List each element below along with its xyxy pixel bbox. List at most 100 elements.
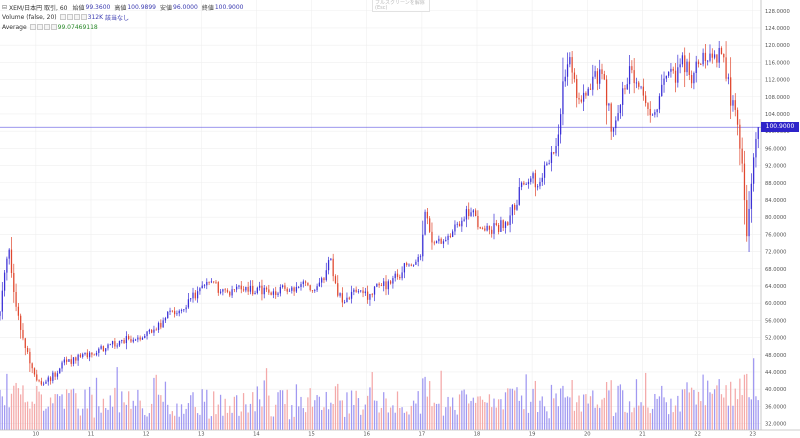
candle-body (378, 283, 380, 286)
candle-body (424, 211, 426, 235)
volume-bar (690, 387, 693, 430)
volume-bar (500, 399, 502, 430)
volume-bar (635, 379, 638, 430)
candle-body (615, 120, 617, 129)
volume-bar (631, 412, 633, 430)
volume-bar (550, 384, 553, 430)
candle-body (661, 84, 663, 97)
volume-bar (203, 401, 206, 430)
candle-body (500, 220, 502, 232)
volume-bar (350, 390, 353, 430)
volume-bar (410, 405, 412, 430)
volume-bar (415, 403, 417, 430)
volume-bar (718, 379, 720, 430)
candle-body (507, 222, 509, 225)
volume-bar (548, 418, 550, 430)
volume-bar (238, 415, 240, 430)
candle-body (716, 54, 718, 63)
volume-bar (532, 388, 534, 430)
collapse-icon[interactable]: ⊟ (2, 3, 8, 11)
price-tick-label: 76.0000 (765, 232, 786, 238)
price-tick-label: 120.0000 (765, 43, 790, 49)
price-axis: 128.0000 124.0000 120.0000 116.0000 112.0000… (765, 9, 790, 428)
candle-body (456, 223, 458, 225)
volume-bar (617, 385, 619, 430)
candle-body (539, 181, 541, 187)
volume-bar (123, 402, 125, 430)
candle-body (118, 341, 121, 346)
candle-body (31, 363, 33, 369)
volume-bar (49, 397, 52, 430)
volume-bar (337, 383, 339, 430)
candle-body (435, 241, 438, 244)
close-icon[interactable] (43, 24, 50, 30)
candle-body (537, 186, 539, 188)
volume-bar (3, 405, 6, 430)
volume-bar (36, 385, 38, 430)
volume-bar (520, 395, 523, 430)
candle-body (380, 285, 383, 287)
candle-body (171, 310, 173, 312)
candle-body (605, 79, 608, 106)
candle-body (226, 290, 229, 292)
candle-body (194, 292, 196, 299)
volume-bar (1, 396, 3, 430)
price-tick-label: 112.0000 (765, 78, 790, 84)
volume-bar (380, 407, 383, 430)
candle-body (649, 108, 651, 116)
volume-bar (645, 372, 647, 430)
candle-body (72, 357, 75, 364)
eye-icon[interactable] (59, 14, 66, 20)
candle-body (626, 84, 628, 90)
volume-bar (665, 402, 667, 430)
volume-bar (578, 395, 580, 430)
candle-body (458, 223, 461, 227)
candle-body (141, 337, 144, 340)
candle-body (651, 114, 654, 116)
volume-bar (155, 374, 157, 430)
volume-bar (741, 395, 743, 430)
volume-bar (190, 395, 192, 430)
volume-bar (633, 407, 635, 430)
volume-bar (139, 400, 141, 430)
close-icon[interactable] (73, 14, 80, 20)
candle-body (17, 306, 20, 316)
more-icon[interactable] (50, 24, 57, 30)
exit-fullscreen-hint[interactable]: フルスクリーンを解除 (Esc) (372, 0, 430, 12)
volume-bar (408, 414, 410, 430)
candle-body (585, 92, 587, 96)
volume-bar (739, 378, 741, 430)
volume-bar (20, 394, 22, 430)
candle-body (582, 92, 585, 102)
candle-body (573, 72, 576, 79)
volume-bar (569, 397, 571, 430)
settings-icon[interactable] (36, 24, 43, 30)
more-icon[interactable] (80, 14, 87, 20)
price-tick-label: 92.0000 (765, 164, 786, 170)
candle-body (396, 273, 399, 277)
candle-body (408, 264, 410, 266)
candle-body (98, 348, 100, 353)
candle-body (406, 263, 408, 265)
volume-bar (387, 412, 389, 430)
candle-body (307, 282, 309, 286)
price-tick-label: 68.0000 (765, 267, 786, 273)
volume-bar (640, 402, 642, 430)
candle-body (350, 291, 353, 299)
candle-body (438, 238, 440, 242)
candle-body (259, 285, 261, 288)
candle-body (185, 307, 187, 310)
volume-bar (151, 403, 153, 430)
candle-body (353, 289, 355, 292)
candle-body (736, 109, 739, 125)
settings-icon[interactable] (66, 14, 73, 20)
candle-body (183, 309, 185, 311)
candle-body (105, 348, 107, 352)
volume-bar (378, 412, 380, 430)
time-tick-label: 13 (198, 432, 205, 438)
volume-bar (217, 404, 219, 430)
eye-icon[interactable] (29, 24, 36, 30)
candle-body (723, 54, 725, 58)
volume-bar (743, 374, 746, 430)
